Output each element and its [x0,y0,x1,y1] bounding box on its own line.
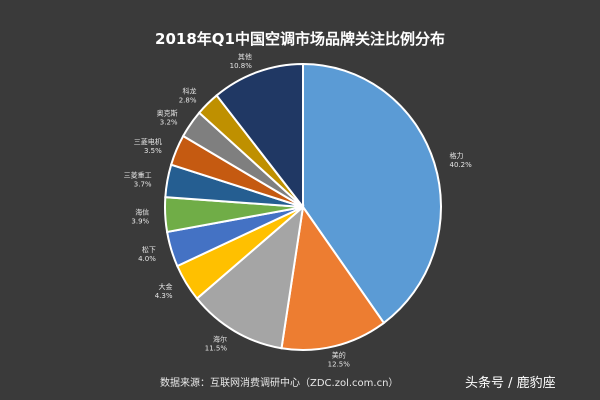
slice-label-name-10: 其他 [238,52,252,61]
slice-label-value-2: 11.5% [205,345,228,353]
pie-slice-10 [215,62,304,210]
slice-label-name-9: 科龙 [183,86,197,95]
slice-label-value-4: 4.0% [138,255,156,263]
slice-label-name-4: 松下 [142,245,156,254]
watermark: 头条号 / 鹿豹座 [465,376,556,391]
slice-label-name-0: 格力 [450,151,464,160]
slice-label-name-2: 海尔 [213,335,227,344]
slice-label-name-8: 奥克斯 [157,108,178,117]
slice-label-value-7: 3.5% [144,147,162,155]
slice-label-value-8: 3.2% [160,118,178,126]
slice-label-value-6: 3.7% [134,180,152,188]
slice-label-name-5: 海信 [135,207,149,216]
source-note: 数据来源：互联网消费调研中心（ZDC.zol.com.cn） [160,378,399,389]
slice-label-name-1: 美的 [332,351,346,360]
slice-label-value-9: 2.8% [179,96,197,104]
pie-slice-1 [280,204,386,351]
pie-slice-0 [302,62,442,325]
slice-label-value-5: 3.9% [131,217,149,225]
slice-label-value-3: 4.3% [155,292,173,300]
slice-label-value-10: 10.8% [230,62,253,70]
slice-label-value-1: 12.5% [328,361,351,369]
slice-label-name-6: 三菱重工 [124,170,152,179]
chart-title: 2018年Q1中国空调市场品牌关注比例分布 [155,30,445,48]
slice-label-name-3: 大金 [159,282,173,291]
slice-label-name-7: 三菱电机 [134,137,162,146]
slice-label-value-0: 40.2% [450,161,473,169]
pie-slice-2 [195,204,305,350]
